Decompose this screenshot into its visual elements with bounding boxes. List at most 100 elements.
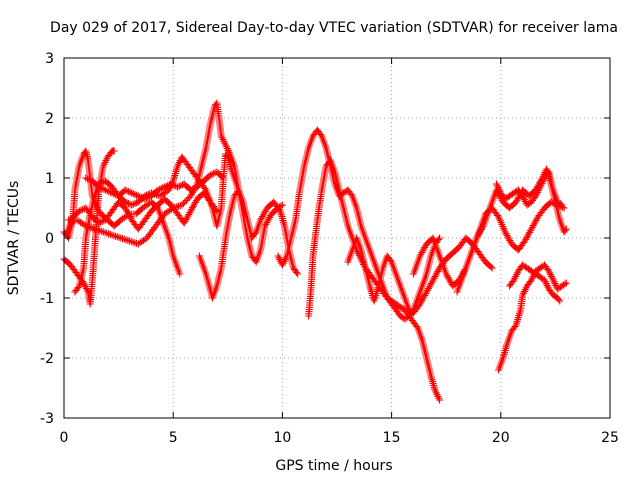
- data-point: [124, 188, 132, 195]
- data-point: [77, 206, 85, 214]
- data-point: [138, 194, 145, 201]
- data-point: [501, 348, 509, 356]
- data-point: [98, 227, 106, 235]
- data-point: [162, 182, 170, 190]
- data-point: [562, 225, 570, 233]
- data-point: [91, 225, 99, 233]
- data-point: [436, 396, 444, 404]
- data-point: [110, 190, 118, 198]
- data-point: [95, 183, 103, 191]
- data-point: [129, 200, 137, 208]
- data-point: [293, 269, 301, 276]
- data-point: [436, 234, 444, 242]
- data-point: [82, 174, 90, 182]
- data-point: [84, 223, 92, 231]
- data-point: [98, 185, 106, 192]
- data-point: [366, 284, 374, 292]
- y-axis: -3 -2 -1 0 1 2 3: [40, 51, 610, 427]
- data-point: [154, 186, 162, 194]
- data-point: [278, 201, 286, 209]
- data-point: [488, 264, 496, 272]
- data-point: [106, 230, 114, 238]
- data-point: [212, 206, 220, 213]
- data-point: [555, 296, 563, 303]
- data-point: [129, 238, 137, 246]
- data-point: [557, 200, 564, 208]
- data-point: [100, 185, 108, 193]
- data-point: [181, 198, 189, 206]
- data-point: [161, 183, 168, 191]
- data-point: [128, 201, 136, 209]
- x-tick-label: 0: [60, 430, 69, 446]
- data-point: [99, 228, 107, 236]
- data-point: [213, 207, 221, 215]
- data-point: [95, 219, 103, 227]
- data-point: [370, 297, 378, 305]
- data-point: [294, 270, 302, 278]
- data-point: [179, 200, 187, 207]
- data-point: [514, 315, 522, 323]
- data-point: [169, 181, 177, 189]
- data-point: [515, 312, 523, 320]
- data-point: [115, 233, 123, 241]
- data-point: [121, 198, 129, 206]
- data-point: [121, 186, 129, 194]
- data-point: [487, 263, 495, 271]
- x-tick-label: 25: [601, 430, 619, 446]
- data-point: [131, 191, 139, 198]
- data-point: [184, 195, 192, 203]
- data-point: [164, 182, 172, 189]
- data-point: [94, 226, 102, 234]
- data-point: [101, 229, 109, 237]
- data-markers: [60, 99, 570, 404]
- data-point: [110, 147, 118, 155]
- data-point: [144, 194, 152, 201]
- data-point: [174, 183, 182, 191]
- data-point: [124, 200, 132, 207]
- data-point: [141, 195, 149, 203]
- data-point: [558, 201, 566, 209]
- data-point: [105, 230, 113, 238]
- data-point: [430, 381, 438, 389]
- x-tick-label: 5: [169, 430, 178, 446]
- x-tick-label: 15: [383, 430, 401, 446]
- data-point: [182, 197, 190, 204]
- data-point: [178, 201, 186, 209]
- data-point: [103, 229, 111, 237]
- y-tick-label: 1: [45, 171, 54, 187]
- data-point: [128, 189, 136, 197]
- data-point: [562, 279, 570, 287]
- data-point: [176, 270, 184, 278]
- data-point: [97, 184, 105, 192]
- data-point: [556, 297, 564, 305]
- data-point: [103, 187, 111, 195]
- data-point: [123, 187, 131, 195]
- data-point: [129, 190, 137, 198]
- data-point: [126, 188, 134, 196]
- data-point: [156, 185, 164, 193]
- data-point: [136, 193, 144, 201]
- data-point: [208, 170, 216, 178]
- data-point: [190, 185, 198, 192]
- data-point: [478, 224, 486, 232]
- data-point: [110, 232, 118, 240]
- data-point: [117, 234, 125, 242]
- data-point: [84, 175, 91, 183]
- data-point: [218, 173, 226, 181]
- data-point: [167, 180, 175, 188]
- data-point: [124, 236, 132, 244]
- data-point: [511, 323, 519, 330]
- data-point: [175, 182, 183, 190]
- data-point: [85, 176, 93, 183]
- data-point: [170, 182, 178, 189]
- data-point: [122, 236, 130, 244]
- data-point: [516, 308, 524, 316]
- data-point: [123, 199, 131, 207]
- data-point: [428, 376, 436, 384]
- y-tick-label: -2: [40, 351, 54, 367]
- data-point: [74, 284, 82, 291]
- data-point: [87, 224, 95, 232]
- data-point: [502, 345, 510, 353]
- y-tick-label: -1: [40, 291, 54, 307]
